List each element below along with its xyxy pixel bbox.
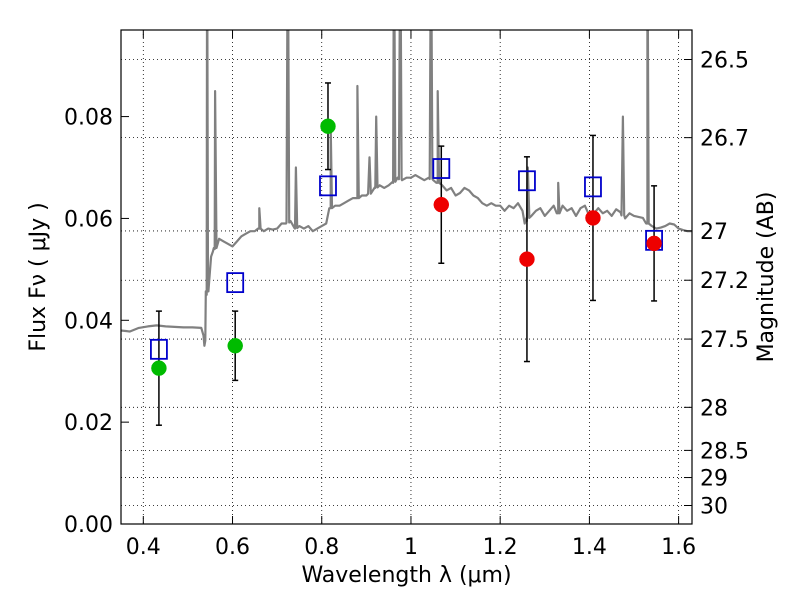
x-axis-label: Wavelength λ (μm) (301, 563, 511, 588)
observed-photometry-point (585, 210, 601, 226)
x-tick-label: 1.4 (572, 535, 607, 560)
observed-photometry-point (320, 118, 336, 135)
y-tick-label: 0.04 (64, 309, 113, 334)
model-photometry-square (319, 175, 337, 197)
y2-tick-label: 28.5 (700, 439, 749, 464)
y2-tick-label: 26.7 (700, 127, 749, 152)
y2-tick-label: 28 (700, 396, 728, 421)
x-tick-label: 1 (404, 535, 418, 560)
observed-photometry-point (519, 251, 535, 267)
y-tick-label: 0.02 (64, 411, 113, 436)
y2-tick-label: 27.2 (700, 269, 749, 294)
observed-photometry-point (227, 338, 243, 354)
x-tick-label: 0.4 (126, 535, 161, 560)
plot-frame (120, 29, 693, 525)
y-tick-label: 0.00 (64, 513, 113, 538)
y2-tick-label: 29 (700, 467, 728, 492)
y-axis-label: Flux Fν ( μJy ) (26, 202, 51, 351)
model-photometry-square (150, 338, 168, 360)
plot-area (121, 30, 692, 426)
y2-tick-label: 27.5 (700, 328, 749, 353)
x-tick-label: 1.6 (661, 535, 696, 560)
y-tick-label: 0.08 (64, 106, 113, 131)
y2-axis-label: Magnitude (AB) (754, 192, 779, 363)
y2-tick-label: 30 (700, 495, 728, 520)
x-tick-label: 0.8 (304, 535, 339, 560)
axis-ticks: 0.4 0.6 0.8 1 1.2 1.4 1.6 0.00 0.02 0.04 0.06 0.08 2… (64, 30, 749, 560)
model-photometry-square (518, 170, 536, 192)
observed-photometry-point (433, 196, 450, 213)
observed-photometry-point (151, 360, 167, 376)
model-photometry-square (584, 176, 602, 198)
y2-tick-label: 26.5 (700, 49, 749, 74)
observed-photometry-point (646, 235, 662, 252)
sed-model-line (121, 30, 692, 347)
x-tick-label: 1.2 (483, 535, 518, 560)
model-photometry-square (432, 158, 451, 179)
y-tick-label: 0.06 (64, 207, 113, 232)
model-photometry-square (226, 272, 245, 294)
x-tick-label: 0.6 (215, 535, 250, 560)
y2-tick-label: 27 (700, 220, 728, 245)
